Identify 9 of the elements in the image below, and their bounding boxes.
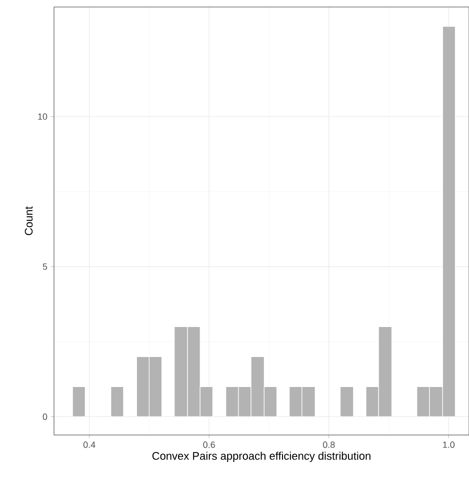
y-tick-label: 0 bbox=[42, 414, 48, 420]
x-tick-label: 0.4 bbox=[83, 442, 96, 448]
x-axis-title: Convex Pairs approach efficiency distribution bbox=[152, 452, 370, 462]
x-tick-label: 0.8 bbox=[322, 442, 335, 448]
y-axis-title: Count bbox=[24, 206, 33, 236]
x-tick-label: 1.0 bbox=[443, 442, 455, 448]
y-tick-label: 5 bbox=[42, 263, 48, 270]
x-tick-label: 0.6 bbox=[203, 442, 215, 448]
y-tick-label: 10 bbox=[38, 113, 48, 120]
